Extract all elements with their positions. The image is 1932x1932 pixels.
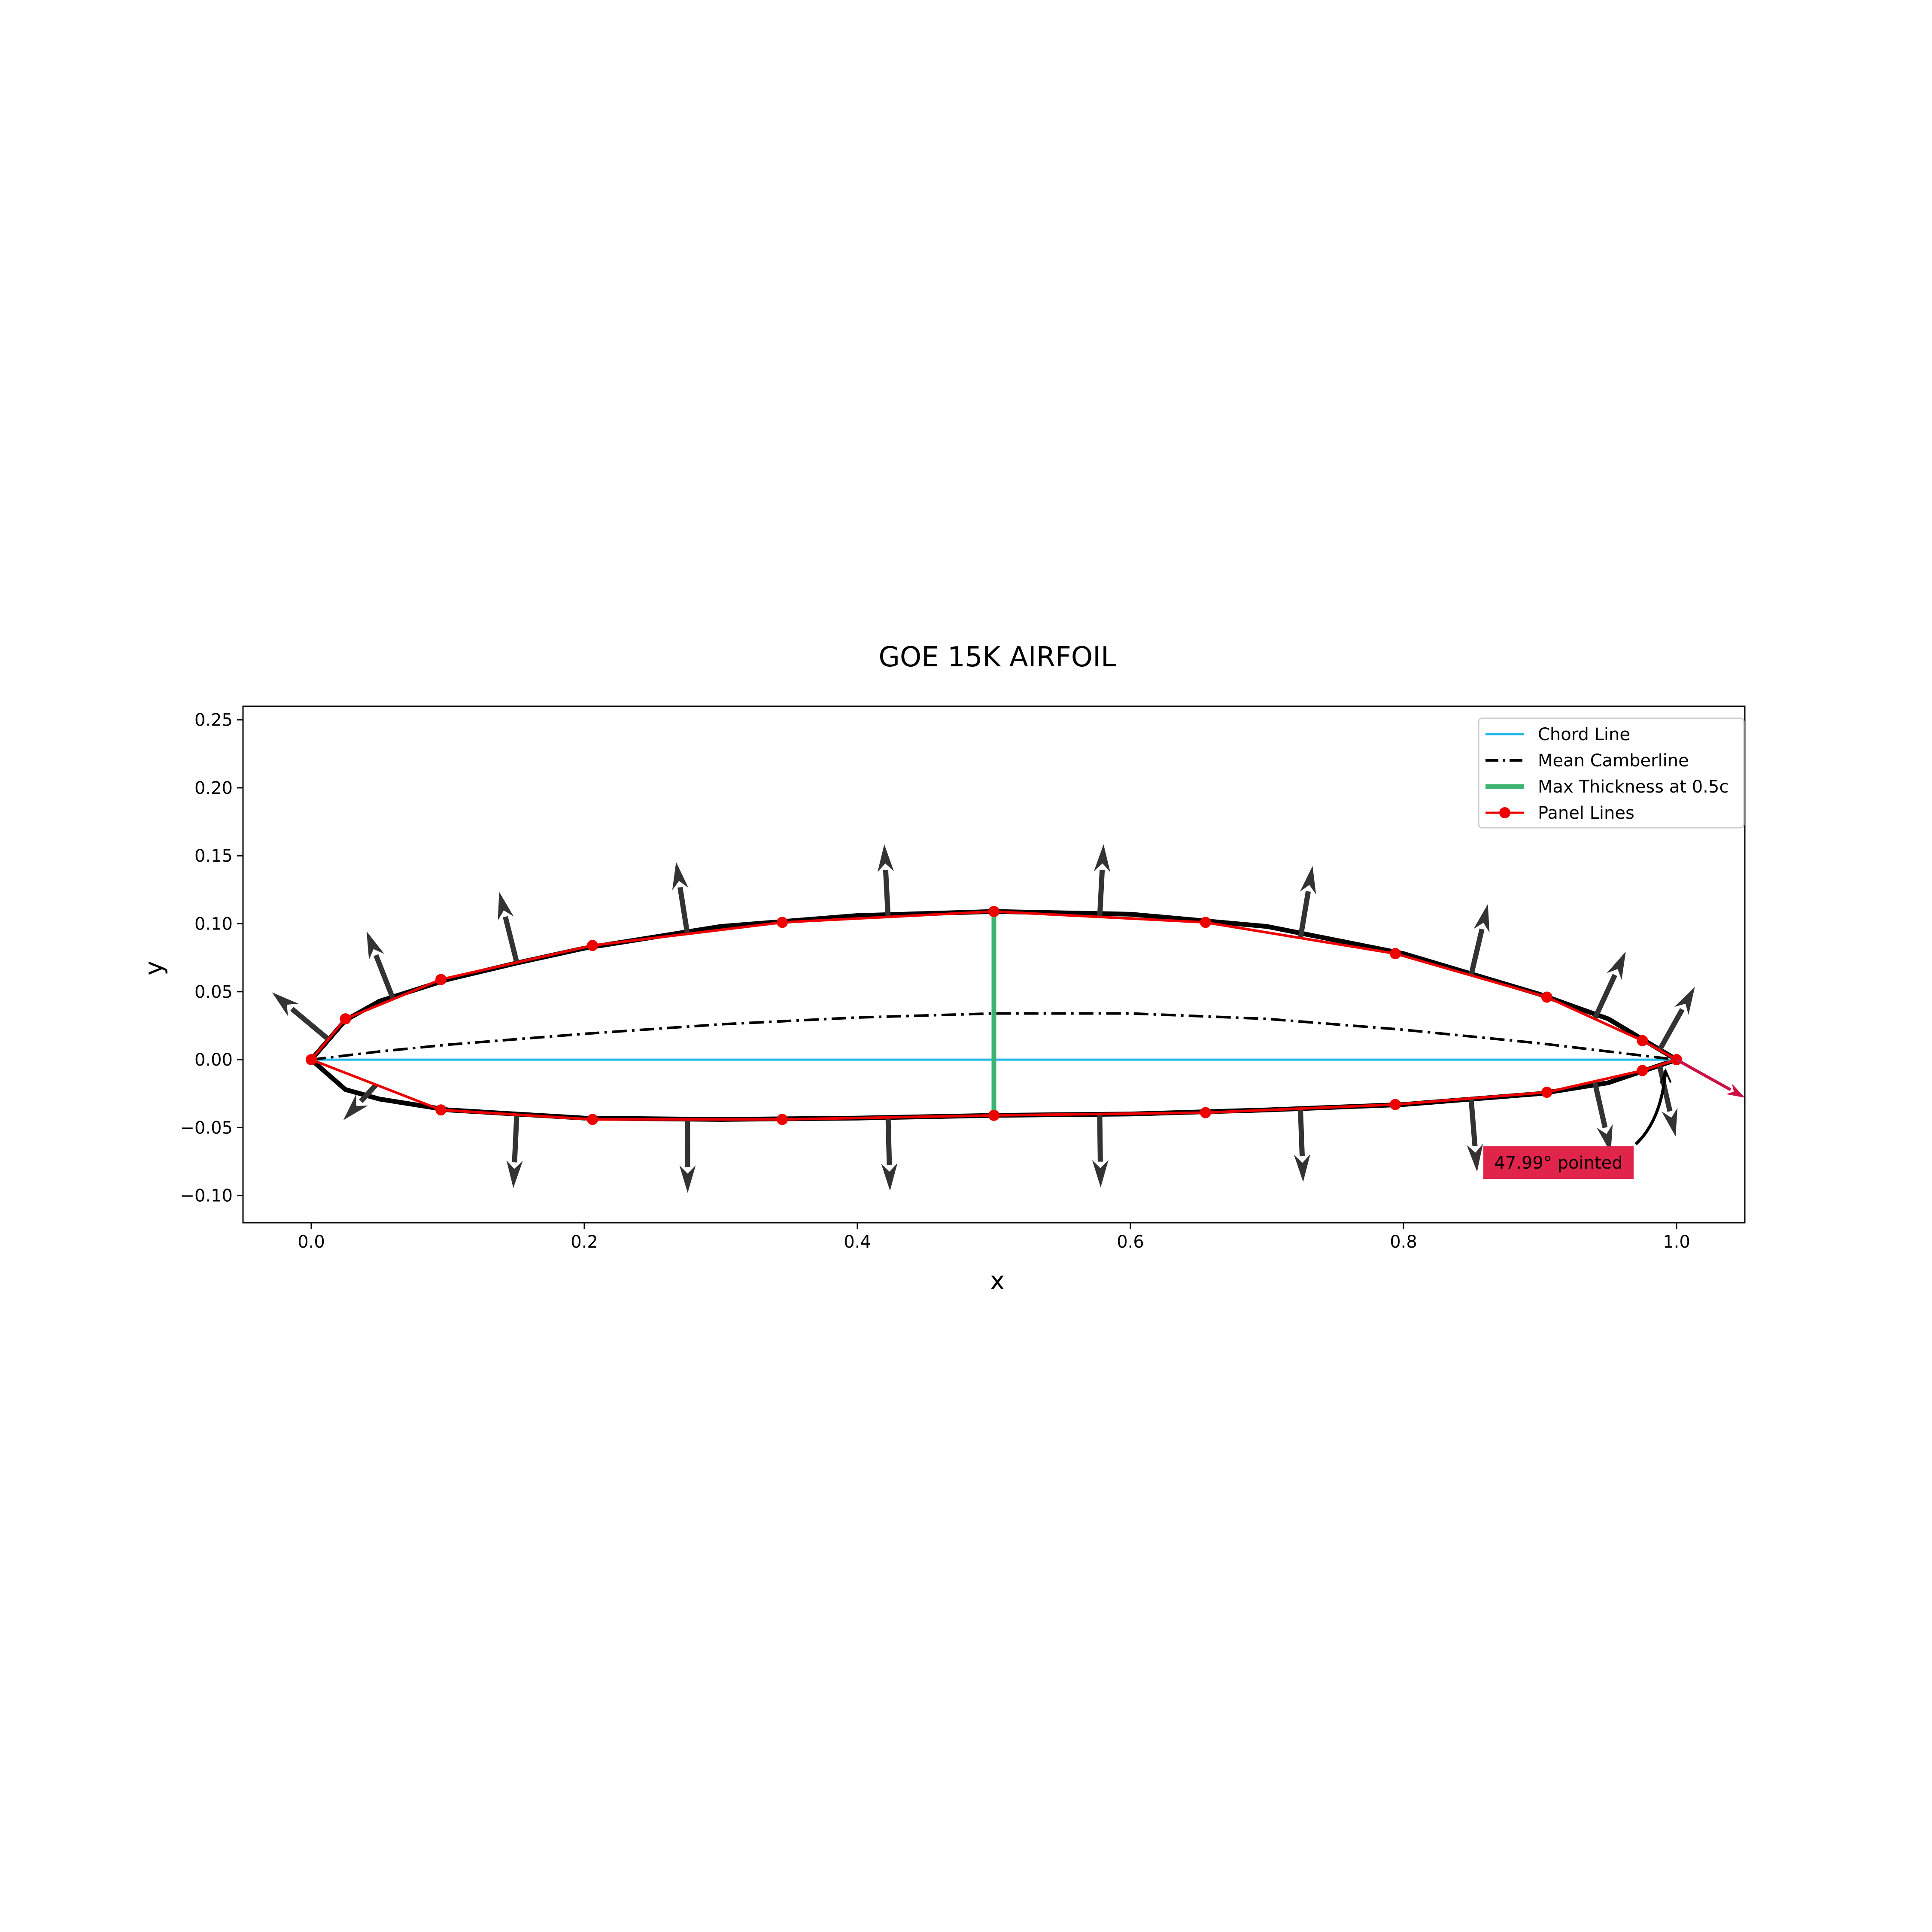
panel-node-marker [988, 906, 999, 917]
normal-vector-arrow [1468, 904, 1490, 976]
x-tick-label: 0.2 [571, 1232, 598, 1252]
panel-node-marker [587, 1114, 598, 1125]
trailing-edge-bisector-arrow [1676, 1058, 1745, 1098]
x-tick-label: 1.0 [1663, 1232, 1690, 1252]
normal-vector-arrow [1657, 987, 1695, 1051]
axes-frame [242, 705, 1746, 1224]
normal-vector-arrow [1092, 1114, 1109, 1188]
panel-node-marker [306, 1054, 317, 1066]
legend-panel-lines-label: Panel Lines [1538, 803, 1634, 823]
x-axis-label: x [990, 1266, 1005, 1295]
legend-camberline-label: Mean Camberline [1538, 751, 1689, 771]
panel-node-marker [1541, 1087, 1552, 1098]
x-tick-label: 0.6 [1117, 1232, 1144, 1252]
normal-vector-arrow [1294, 1108, 1310, 1182]
y-tick-label: 0.15 [194, 846, 233, 866]
legend-max-thickness-label: Max Thickness at 0.5c [1538, 777, 1728, 797]
panel-node-marker [340, 1013, 351, 1025]
panel-lines [310, 910, 1677, 1121]
normal-vector-arrow [1297, 866, 1316, 939]
annotation-arrow [1634, 1070, 1668, 1145]
panel-node-marker [587, 940, 598, 951]
x-axis-ticks: 0.0 0.2 0.4 0.6 0.8 1.0 [298, 1223, 1690, 1252]
panel-node-marker [777, 1114, 788, 1125]
legend-panel-lines-marker [1499, 807, 1510, 818]
panel-node-marker [777, 917, 788, 928]
normal-vector-arrow [343, 1083, 378, 1120]
y-tick-label: 0.00 [194, 1050, 233, 1070]
chart-title: GOE 15K AIRFOIL [878, 641, 1116, 673]
normal-vector-arrow [1467, 1098, 1483, 1172]
legend-frame [1478, 717, 1745, 829]
panel-node-marker [435, 1104, 447, 1116]
y-tick-label: −0.10 [180, 1186, 233, 1206]
y-axis-label: y [139, 961, 168, 975]
panel-node-marker [1637, 1065, 1648, 1076]
normal-vector-arrow [272, 992, 330, 1042]
normal-vector-arrow [506, 1115, 523, 1188]
angle-annotation: 47.99° pointed [1483, 1068, 1672, 1179]
panel-node-marker [1389, 948, 1401, 960]
normal-vector-arrow [498, 892, 519, 963]
legend: Chord Line Mean Camberline Max Thickness… [1478, 717, 1745, 829]
panel-node-marker [1541, 991, 1552, 1003]
y-tick-label: 0.25 [194, 711, 233, 730]
panel-node-marker [1200, 1107, 1211, 1118]
normal-vector-arrow [672, 862, 690, 935]
normal-vector-arrow [881, 1117, 898, 1191]
x-tick-label: 0.0 [298, 1232, 325, 1252]
panel-node-marker [988, 1109, 999, 1121]
y-tick-label: −0.05 [180, 1118, 233, 1138]
legend-chord-line-label: Chord Line [1538, 725, 1630, 744]
y-tick-label: 0.10 [194, 914, 233, 934]
annotation-arrow-head [1659, 1068, 1672, 1084]
y-tick-label: 0.05 [194, 982, 233, 1002]
panel-node-marker [1637, 1035, 1648, 1046]
x-tick-label: 0.4 [844, 1232, 871, 1252]
normal-vector-arrow [878, 844, 894, 917]
normal-vector-arrow [1592, 1081, 1613, 1153]
panel-node-marker [1200, 917, 1211, 928]
y-tick-label: 0.20 [194, 778, 233, 798]
annotation-text: 47.99° pointed [1494, 1153, 1622, 1173]
y-axis-ticks: −0.10 −0.05 0.00 0.05 0.10 0.15 0.20 0.25 [180, 711, 243, 1206]
panel-node-marker [435, 974, 447, 985]
normal-vector-arrow [1592, 951, 1626, 1020]
plot-area [272, 844, 1745, 1193]
panel-node-marker [1389, 1099, 1401, 1110]
normal-vector-arrow [366, 931, 396, 1000]
x-tick-label: 0.8 [1390, 1232, 1417, 1252]
normal-vector-arrow [679, 1119, 696, 1193]
normal-vector-arrow [1094, 844, 1110, 917]
annotation-box [1483, 1146, 1634, 1179]
panel-normal-vectors [272, 844, 1695, 1193]
